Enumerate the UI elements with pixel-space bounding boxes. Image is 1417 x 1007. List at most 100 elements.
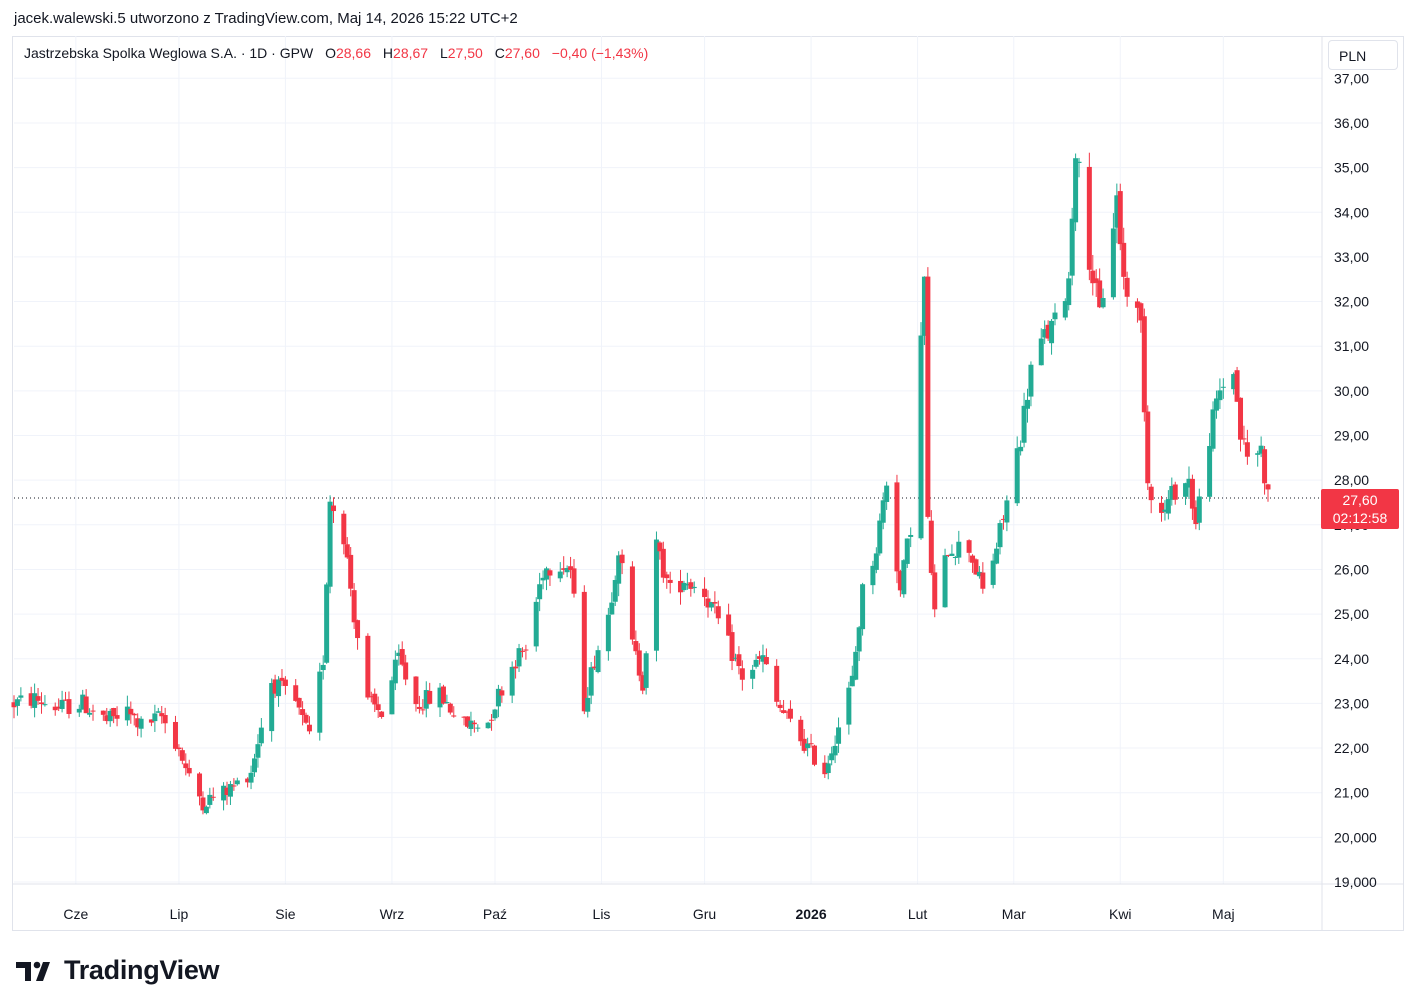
candle[interactable]: [653, 531, 659, 662]
candle[interactable]: [1231, 372, 1237, 395]
candle[interactable]: [389, 676, 395, 715]
candle[interactable]: [884, 481, 890, 510]
candle[interactable]: [56, 698, 62, 711]
candle[interactable]: [664, 571, 670, 589]
candle[interactable]: [197, 772, 203, 806]
candle[interactable]: [471, 720, 477, 733]
candle[interactable]: [327, 495, 333, 594]
candle[interactable]: [691, 581, 697, 594]
candle[interactable]: [873, 547, 879, 574]
candle[interactable]: [392, 650, 398, 691]
candle[interactable]: [221, 782, 227, 811]
candle[interactable]: [1148, 483, 1154, 514]
candle[interactable]: [609, 592, 615, 615]
candle[interactable]: [148, 719, 154, 727]
candle[interactable]: [231, 778, 237, 791]
candle[interactable]: [1258, 436, 1264, 458]
candle[interactable]: [1028, 361, 1034, 407]
candle[interactable]: [1196, 488, 1202, 531]
candle[interactable]: [1172, 481, 1178, 505]
candle[interactable]: [186, 759, 192, 777]
candle[interactable]: [135, 713, 141, 737]
candle[interactable]: [860, 582, 866, 636]
candle[interactable]: [355, 619, 361, 650]
candle[interactable]: [159, 706, 165, 724]
candle[interactable]: [952, 555, 958, 566]
candle[interactable]: [547, 568, 553, 586]
candle[interactable]: [282, 676, 288, 695]
candle[interactable]: [798, 715, 804, 746]
candle[interactable]: [595, 645, 601, 674]
candle[interactable]: [516, 643, 522, 672]
candle[interactable]: [616, 551, 622, 597]
candle[interactable]: [705, 590, 711, 618]
candle[interactable]: [379, 711, 385, 719]
candle[interactable]: [80, 689, 86, 710]
candle[interactable]: [320, 655, 326, 680]
candle[interactable]: [966, 539, 972, 563]
candle[interactable]: [684, 572, 690, 590]
candle[interactable]: [784, 710, 790, 719]
candle[interactable]: [918, 322, 924, 540]
candle[interactable]: [255, 734, 261, 768]
candle[interactable]: [272, 674, 278, 698]
candle[interactable]: [227, 780, 233, 805]
candle[interactable]: [1000, 515, 1006, 530]
candle[interactable]: [248, 765, 254, 790]
candle[interactable]: [104, 707, 110, 725]
candle[interactable]: [1193, 500, 1199, 530]
candle[interactable]: [1073, 153, 1079, 232]
candle[interactable]: [1138, 302, 1144, 333]
candle[interactable]: [932, 564, 938, 618]
candle[interactable]: [736, 646, 742, 675]
candle[interactable]: [908, 527, 914, 548]
candle[interactable]: [1038, 328, 1044, 366]
chart-frame[interactable]: [12, 36, 1404, 931]
candle[interactable]: [729, 624, 735, 671]
candle[interactable]: [210, 787, 216, 801]
candle[interactable]: [1069, 207, 1075, 286]
candle[interactable]: [138, 716, 144, 738]
candle[interactable]: [605, 607, 611, 661]
candle[interactable]: [640, 671, 646, 695]
candle[interactable]: [1121, 227, 1127, 290]
candle[interactable]: [124, 695, 130, 726]
candle[interactable]: [1169, 477, 1175, 506]
candle[interactable]: [368, 691, 374, 703]
candle[interactable]: [152, 704, 158, 732]
candle[interactable]: [853, 646, 859, 681]
candle[interactable]: [832, 735, 838, 764]
candle[interactable]: [856, 625, 862, 662]
candle[interactable]: [712, 591, 718, 614]
candle[interactable]: [461, 716, 467, 726]
candle[interactable]: [629, 561, 635, 645]
candle[interactable]: [1042, 320, 1048, 344]
candle[interactable]: [519, 647, 525, 658]
candle[interactable]: [1244, 429, 1250, 465]
candle[interactable]: [726, 603, 732, 636]
candle[interactable]: [976, 566, 982, 579]
candle[interactable]: [1265, 483, 1271, 502]
candle[interactable]: [513, 660, 519, 679]
candle[interactable]: [440, 684, 446, 705]
candle[interactable]: [296, 697, 302, 715]
candle[interactable]: [172, 715, 178, 752]
candle[interactable]: [258, 718, 264, 747]
candle[interactable]: [83, 689, 89, 714]
candle[interactable]: [100, 710, 106, 721]
candle[interactable]: [492, 708, 498, 721]
candle[interactable]: [688, 578, 694, 597]
candle[interactable]: [451, 706, 457, 718]
candle[interactable]: [557, 562, 563, 583]
candle[interactable]: [763, 648, 769, 665]
candle[interactable]: [76, 704, 82, 717]
candle[interactable]: [42, 695, 48, 707]
candle[interactable]: [207, 787, 213, 809]
candle[interactable]: [537, 572, 543, 612]
candle[interactable]: [444, 694, 450, 704]
candle[interactable]: [811, 744, 817, 767]
candle[interactable]: [489, 714, 495, 731]
candle[interactable]: [533, 597, 539, 652]
candle[interactable]: [1124, 271, 1130, 307]
candle[interactable]: [324, 582, 330, 664]
